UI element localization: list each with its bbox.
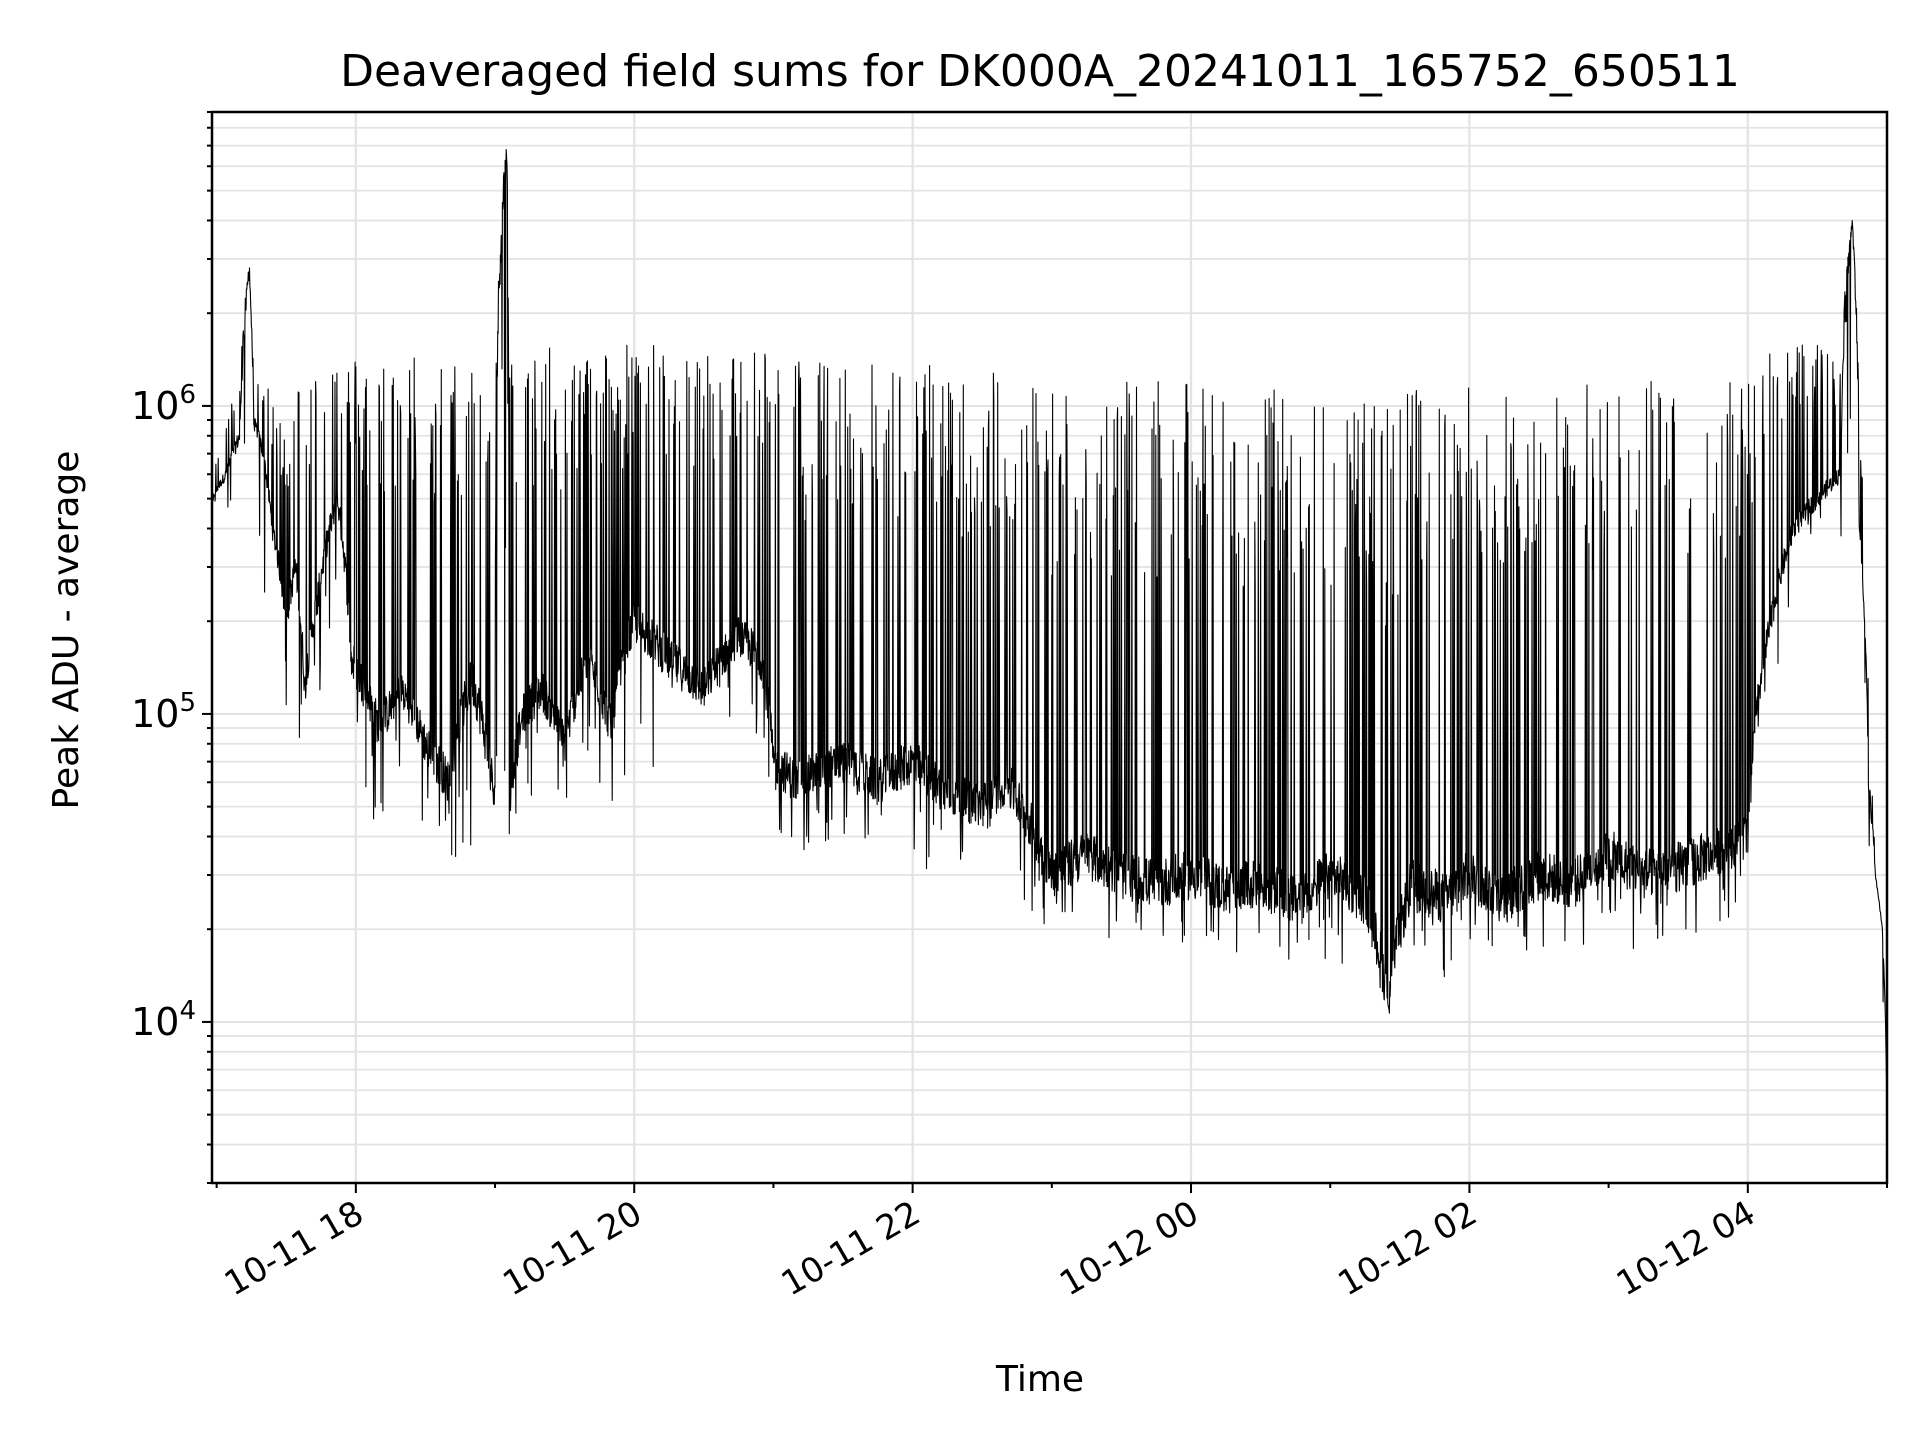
y-tick-label: 106 [131, 380, 196, 428]
x-axis-label: Time [995, 1359, 1084, 1400]
y-tick-label: 104 [131, 996, 196, 1044]
data-line [211, 148, 1888, 1115]
plot-frame [210, 110, 1889, 1185]
y-axis-label: Peak ADU - average [46, 451, 87, 810]
chart-title: Deaveraged field sums for DK000A_2024101… [340, 46, 1740, 97]
y-axis: 104 105 106 [131, 111, 212, 1184]
series-line [211, 148, 1888, 1115]
y-tick-label: 105 [131, 688, 196, 736]
